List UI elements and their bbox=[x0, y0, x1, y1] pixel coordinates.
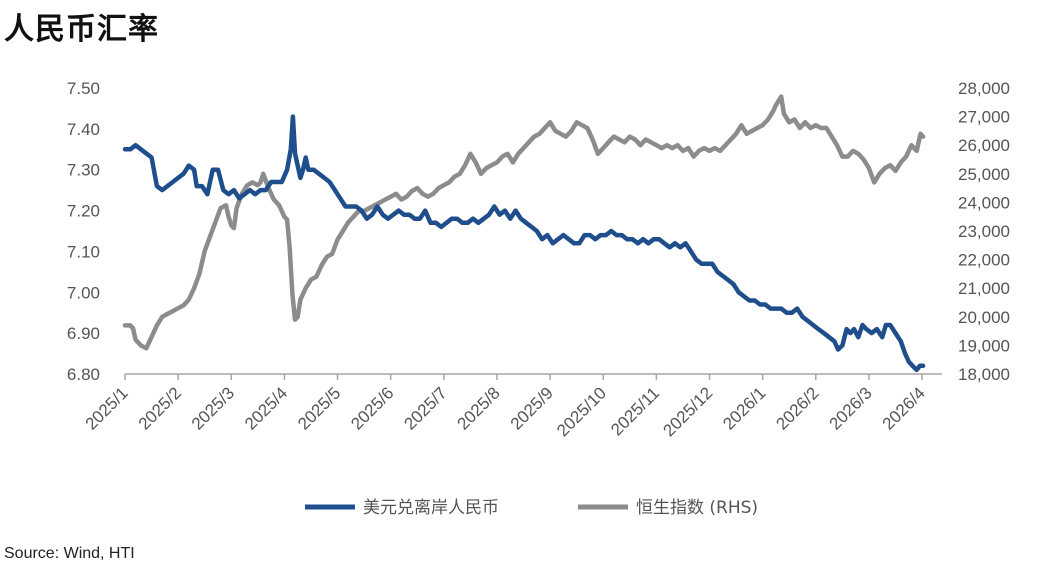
y-right-tick-label: 28,000 bbox=[958, 79, 1010, 98]
y-right-tick-label: 20,000 bbox=[958, 308, 1010, 327]
x-tick-label: 2025/8 bbox=[454, 383, 504, 433]
x-ticks: 2025/1 2025/2 2025/3 2025/4 2025/5 2025/6 2025… bbox=[82, 374, 929, 440]
x-tick-label: 2025/5 bbox=[294, 383, 344, 433]
y-right-tick-label: 19,000 bbox=[958, 336, 1010, 355]
series-line-usdcnh bbox=[122, 114, 926, 373]
x-tick-label: 2026/3 bbox=[826, 383, 876, 433]
x-tick-label: 2026/2 bbox=[772, 383, 822, 433]
x-tick-label: 2025/7 bbox=[400, 383, 450, 433]
series-lines bbox=[122, 94, 926, 373]
y-right-ticks: 28,000 27,000 26,000 25,000 24,000 23,000 22,0… bbox=[958, 79, 1010, 384]
series-line-hsi bbox=[122, 94, 926, 351]
x-tick-label: 2025/1 bbox=[82, 383, 132, 433]
x-tick-label: 2025/9 bbox=[507, 383, 557, 433]
y-left-ticks: 7.50 7.40 7.30 7.20 7.10 7.00 6.90 6.80 bbox=[67, 79, 100, 384]
y-left-tick-label: 7.00 bbox=[67, 283, 100, 302]
y-left-tick-label: 7.10 bbox=[67, 242, 100, 261]
y-left-tick-label: 7.20 bbox=[67, 202, 100, 221]
source-note: Source: Wind, HTI bbox=[4, 545, 135, 562]
y-right-tick-label: 22,000 bbox=[958, 251, 1010, 270]
y-right-tick-label: 26,000 bbox=[958, 136, 1010, 155]
y-left-tick-label: 6.80 bbox=[67, 365, 100, 384]
x-tick-label: 2025/11 bbox=[607, 383, 663, 439]
y-left-tick-label: 7.50 bbox=[67, 79, 100, 98]
x-tick-label: 2025/12 bbox=[659, 383, 716, 440]
chart: 7.507.407.307.207.107.006.906.80 28,0002… bbox=[67, 79, 1010, 518]
y-right-tick-label: 21,000 bbox=[958, 279, 1010, 298]
x-tick-label: 2025/6 bbox=[347, 383, 397, 433]
x-tick-label: 2025/10 bbox=[553, 383, 610, 440]
y-left-tick-label: 7.40 bbox=[67, 120, 100, 139]
y-right-tick-label: 23,000 bbox=[958, 222, 1010, 241]
x-tick-label: 2025/3 bbox=[188, 383, 238, 433]
y-right-tick-label: 25,000 bbox=[958, 165, 1010, 184]
page-title: 人民币汇率 bbox=[4, 12, 159, 47]
y-left-tick-label: 6.90 bbox=[67, 324, 100, 343]
y-left-tick-label: 7.30 bbox=[67, 161, 100, 180]
y-right-tick-label: 27,000 bbox=[958, 108, 1010, 127]
legend-item-hsi-label: 恒生指数 (RHS) bbox=[636, 498, 758, 518]
x-tick-label: 2025/2 bbox=[135, 383, 185, 433]
x-tick-label: 2026/1 bbox=[719, 383, 769, 433]
x-tick-label: 2025/4 bbox=[241, 383, 291, 433]
legend-item-usdcnh-label: 美元兑离岸人民币 bbox=[363, 498, 499, 518]
y-right-tick-label: 18,000 bbox=[958, 365, 1010, 384]
x-tick-label: 2026/4 bbox=[879, 383, 929, 433]
legend: 美元兑离岸人民币 恒生指数 (RHS) bbox=[305, 498, 758, 518]
y-right-tick-label: 24,000 bbox=[958, 193, 1010, 212]
